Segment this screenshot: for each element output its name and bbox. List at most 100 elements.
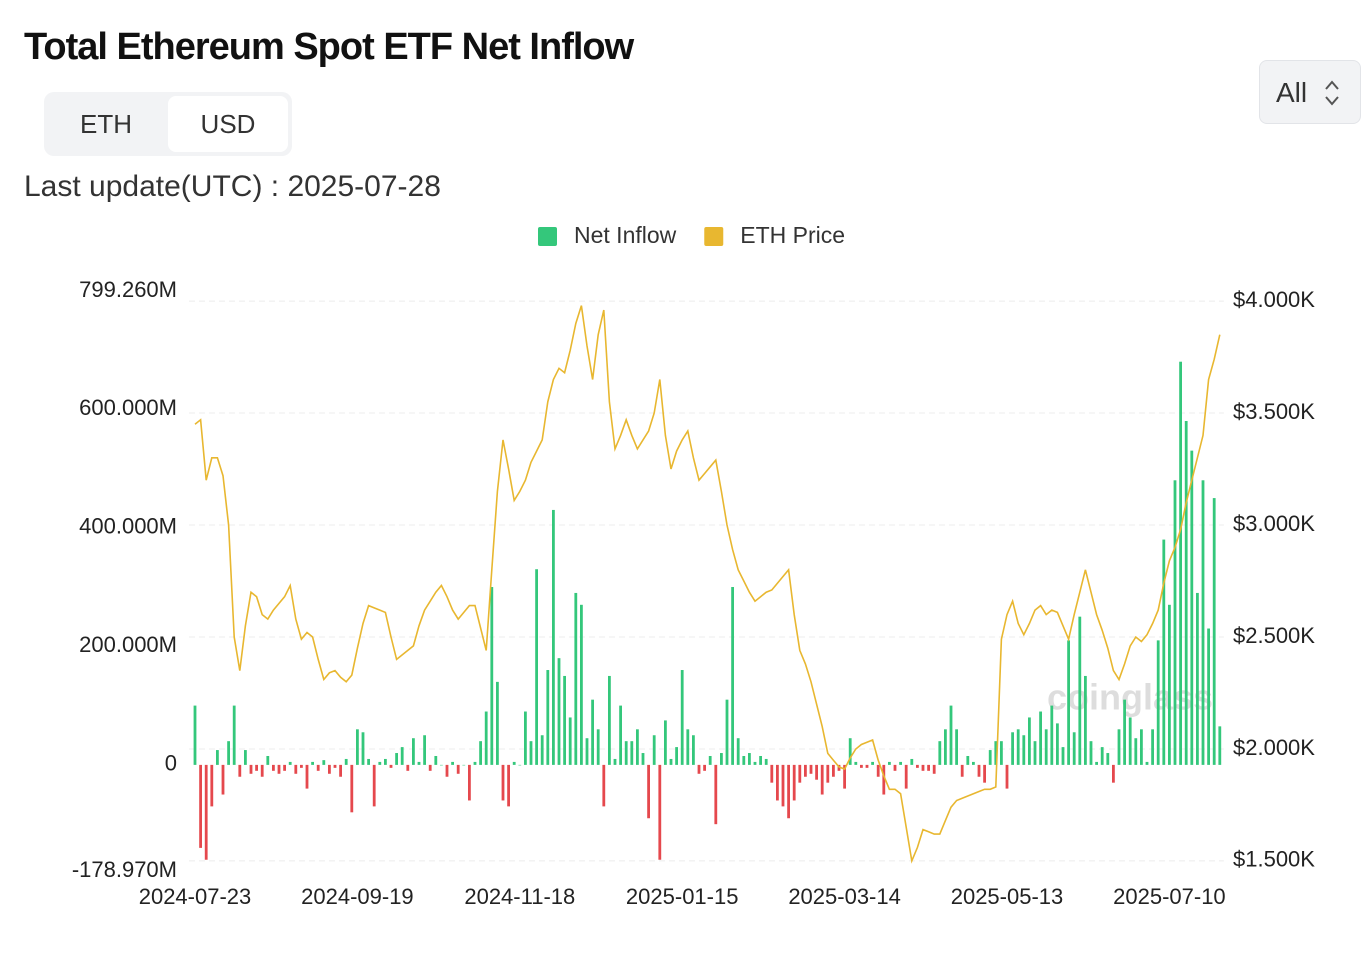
legend-label: ETH Price: [740, 222, 845, 248]
x-tick-label: 2025-07-10: [1113, 884, 1226, 909]
bar: [563, 675, 566, 765]
bar: [1184, 421, 1188, 765]
y2-tick-label: $1.500K: [1233, 847, 1315, 872]
bar: [1044, 729, 1048, 765]
bar: [300, 764, 303, 768]
y-tick-label: -178.970M: [72, 857, 177, 882]
bar: [574, 592, 578, 765]
x-tick-label: 2024-11-18: [464, 884, 575, 909]
bar: [1168, 604, 1171, 765]
bar: [983, 764, 986, 783]
bar: [972, 761, 975, 765]
bar: [193, 705, 197, 765]
bar: [473, 761, 477, 765]
x-tick-label: 2025-01-15: [626, 884, 739, 909]
bar: [311, 761, 314, 765]
bar: [204, 764, 208, 860]
x-tick-label: 2025-03-14: [788, 884, 901, 909]
bar: [591, 699, 594, 765]
bar: [1123, 699, 1126, 765]
bar: [518, 764, 522, 766]
bar: [944, 729, 947, 765]
bar: [272, 764, 275, 771]
bar: [1005, 764, 1009, 789]
bar: [479, 741, 482, 765]
bar: [955, 729, 958, 765]
bar: [787, 764, 790, 819]
bar: [428, 764, 432, 771]
bar: [854, 761, 858, 765]
bar: [703, 764, 706, 771]
bar: [367, 758, 370, 765]
bar: [1078, 616, 1082, 765]
bar: [552, 509, 555, 765]
bar: [384, 758, 387, 765]
bar: [932, 764, 936, 774]
range-select[interactable]: All: [1259, 60, 1361, 124]
toggle-usd[interactable]: USD: [168, 96, 288, 152]
bar: [641, 753, 645, 765]
bar: [675, 747, 678, 765]
range-value: All: [1276, 77, 1308, 108]
bar: [322, 760, 326, 765]
bar: [652, 735, 656, 765]
bar: [764, 758, 768, 765]
bar: [792, 764, 796, 801]
bar: [1089, 741, 1093, 765]
bar: [731, 587, 734, 765]
bar: [339, 764, 342, 777]
bar: [507, 764, 510, 807]
bar: [938, 741, 942, 765]
bar: [602, 764, 606, 807]
bar: [1072, 732, 1076, 765]
bar: [832, 764, 835, 777]
bar: [1033, 741, 1037, 765]
bar: [1128, 717, 1132, 765]
x-tick-label: 2024-09-19: [301, 884, 414, 909]
bar: [356, 729, 359, 765]
bar: [434, 755, 438, 765]
last-update: Last update(UTC) : 2025-07-28: [24, 170, 441, 203]
y-tick-label: 799.260M: [79, 277, 177, 302]
bar: [255, 764, 258, 771]
price-line: [194, 305, 1221, 864]
y2-tick-label: $2.000K: [1233, 735, 1315, 760]
bar: [1056, 723, 1059, 765]
bar: [456, 764, 460, 774]
bar: [899, 761, 902, 765]
bar: [736, 738, 740, 765]
bar: [1084, 675, 1087, 765]
bar: [871, 761, 874, 765]
bar: [277, 764, 281, 774]
bar: [1218, 726, 1222, 765]
bar: [1067, 640, 1070, 765]
bar: [1196, 592, 1199, 765]
bar: [328, 764, 331, 774]
bar: [860, 764, 863, 768]
bar: [227, 741, 230, 765]
y2-tick-label: $3.000K: [1233, 511, 1315, 536]
toggle-eth[interactable]: ETH: [80, 109, 132, 139]
bar: [725, 699, 729, 765]
bar: [697, 764, 701, 774]
bar: [680, 670, 684, 765]
bar: [400, 747, 404, 765]
bar: [1179, 361, 1182, 765]
x-tick-label: 2024-07-23: [139, 884, 252, 909]
bar: [451, 761, 454, 765]
bar: [1134, 738, 1138, 765]
bar: [809, 764, 813, 774]
bar: [960, 764, 964, 777]
bar: [820, 764, 824, 795]
bar: [770, 764, 774, 783]
bar: [266, 755, 270, 765]
bar: [658, 764, 662, 860]
bar: [1011, 732, 1014, 765]
y2-tick-label: $2.500K: [1233, 623, 1315, 648]
bar: [720, 753, 723, 765]
bar: [664, 720, 667, 765]
bar: [412, 738, 415, 765]
bar: [608, 675, 611, 765]
bar: [294, 764, 298, 774]
